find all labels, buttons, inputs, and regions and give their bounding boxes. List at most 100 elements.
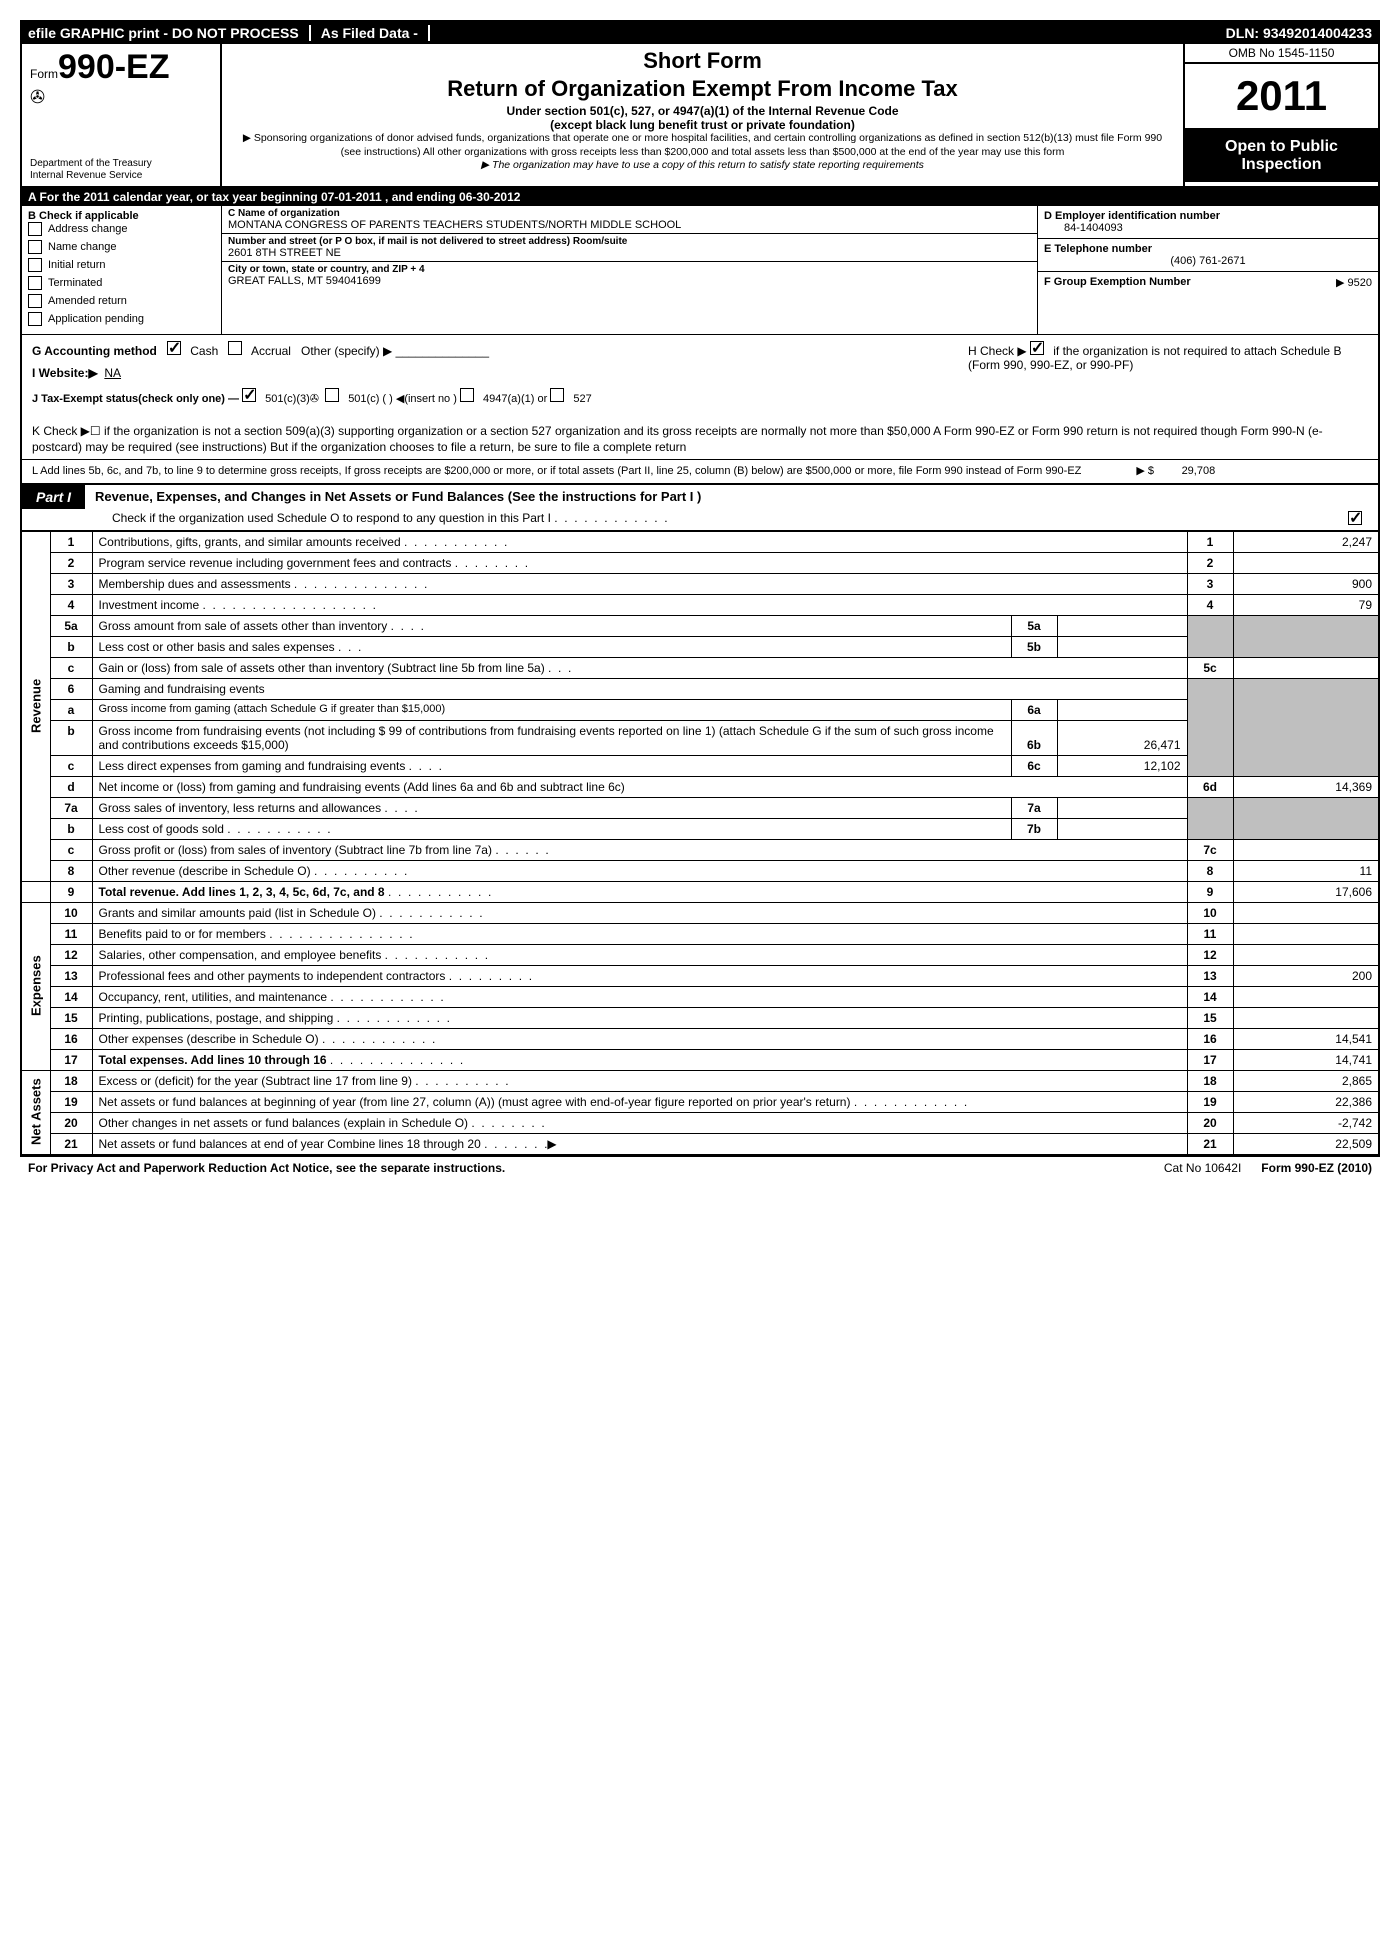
- form-990ez: efile GRAPHIC print - DO NOT PROCESS As …: [20, 20, 1380, 1157]
- asfiled-label: As Filed Data -: [309, 25, 430, 41]
- tax-year: 2011: [1185, 64, 1378, 130]
- amt-4: 79: [1233, 594, 1378, 615]
- header-mid: Short Form Return of Organization Exempt…: [222, 44, 1183, 186]
- form-prefix: Form: [30, 67, 58, 81]
- fine-print-2: ▶ The organization may have to use a cop…: [232, 159, 1173, 173]
- c-name-label: C Name of organization: [228, 208, 1031, 219]
- box-b-title: B Check if applicable: [28, 210, 215, 222]
- amt-13: 200: [1233, 965, 1378, 986]
- amt-19: 22,386: [1233, 1091, 1378, 1112]
- topbar-spacer: [430, 25, 1226, 41]
- header-row: Form990-EZ ✇ Department of the Treasury …: [22, 44, 1378, 188]
- sub-7a: [1057, 797, 1187, 818]
- part1-title: Revenue, Expenses, and Changes in Net As…: [85, 489, 701, 504]
- j-row: J Tax-Exempt status(check only one) — 50…: [32, 388, 968, 405]
- footer: For Privacy Act and Paperwork Reduction …: [20, 1157, 1380, 1179]
- amt-17: 14,741: [1233, 1049, 1378, 1070]
- chk-name-change[interactable]: [28, 240, 42, 254]
- amt-1: 2,247: [1233, 531, 1378, 552]
- e-tel-label: E Telephone number: [1044, 243, 1372, 255]
- dln-label: DLN: 93492014004233: [1226, 25, 1372, 41]
- h-row: H Check ▶ if the organization is not req…: [968, 341, 1368, 413]
- l-block: L Add lines 5b, 6c, and 7b, to line 9 to…: [22, 460, 1378, 484]
- c-city-value: GREAT FALLS, MT 594041699: [228, 275, 1031, 287]
- fine-print-1: ▶ Sponsoring organizations of donor advi…: [232, 132, 1173, 159]
- chk-cash[interactable]: [167, 341, 181, 355]
- e-tel-value: (406) 761-2671: [1044, 255, 1372, 267]
- subtitle-2: (except black lung benefit trust or priv…: [232, 118, 1173, 132]
- amt-11: [1233, 923, 1378, 944]
- g-row: G Accounting method Cash Accrual Other (…: [32, 341, 968, 358]
- efile-label: efile GRAPHIC print - DO NOT PROCESS: [28, 25, 309, 41]
- part1-header: Part I Revenue, Expenses, and Changes in…: [22, 485, 1378, 509]
- chk-501c3[interactable]: [242, 388, 256, 402]
- box-d-e-f: D Employer identification number 84-1404…: [1038, 206, 1378, 334]
- chk-address-change[interactable]: [28, 222, 42, 236]
- calendar-year-row: A For the 2011 calendar year, or tax yea…: [22, 188, 1378, 206]
- short-form-title: Short Form: [232, 48, 1173, 74]
- box-c: C Name of organization MONTANA CONGRESS …: [222, 206, 1038, 334]
- sub-5a: [1057, 615, 1187, 636]
- amt-20: -2,742: [1233, 1112, 1378, 1133]
- chk-application-pending[interactable]: [28, 312, 42, 326]
- main-title: Return of Organization Exempt From Incom…: [232, 76, 1173, 102]
- k-block: K Check ▶☐ if the organization is not a …: [22, 419, 1378, 460]
- sub-5b: [1057, 636, 1187, 657]
- footer-formref: Form 990-EZ (2010): [1261, 1161, 1372, 1175]
- revenue-side-label: Revenue: [22, 531, 50, 881]
- chk-527[interactable]: [550, 388, 564, 402]
- chk-amended-return[interactable]: [28, 294, 42, 308]
- amt-8: 11: [1233, 860, 1378, 881]
- chk-initial-return[interactable]: [28, 258, 42, 272]
- sub-6a: [1057, 699, 1187, 720]
- sub-7b: [1057, 818, 1187, 839]
- l-amount: 29,708: [1182, 465, 1216, 477]
- website-value: NA: [104, 366, 121, 380]
- amt-21: 22,509: [1233, 1133, 1378, 1154]
- sub-6c: 12,102: [1057, 755, 1187, 776]
- i-row: I Website:▶ NA: [32, 366, 968, 380]
- dept-treasury: Department of the Treasury: [30, 158, 212, 170]
- g-h-i-j-block: G Accounting method Cash Accrual Other (…: [22, 335, 1378, 419]
- amt-7c: [1233, 839, 1378, 860]
- amt-18: 2,865: [1233, 1070, 1378, 1091]
- part1-label: Part I: [22, 485, 85, 509]
- amt-16: 14,541: [1233, 1028, 1378, 1049]
- amt-12: [1233, 944, 1378, 965]
- header-right: OMB No 1545-1150 2011 Open to Public Ins…: [1183, 44, 1378, 186]
- footer-catno: Cat No 10642I: [1144, 1161, 1261, 1175]
- amt-14: [1233, 986, 1378, 1007]
- top-bar: efile GRAPHIC print - DO NOT PROCESS As …: [22, 22, 1378, 44]
- chk-not-required-schedule-b[interactable]: [1030, 341, 1044, 355]
- c-addr-label: Number and street (or P O box, if mail i…: [228, 236, 1031, 247]
- d-ein-label: D Employer identification number: [1044, 210, 1372, 222]
- expenses-side-label: Expenses: [22, 902, 50, 1070]
- c-name-value: MONTANA CONGRESS OF PARENTS TEACHERS STU…: [228, 219, 1031, 231]
- sub-6b: 26,471: [1057, 720, 1187, 755]
- chk-4947[interactable]: [460, 388, 474, 402]
- c-addr-value: 2601 8TH STREET NE: [228, 247, 1031, 259]
- amt-15: [1233, 1007, 1378, 1028]
- amt-9: 17,606: [1233, 881, 1378, 902]
- chk-501c[interactable]: [325, 388, 339, 402]
- f-group-value: ▶ 9520: [1336, 276, 1372, 289]
- f-group-label: F Group Exemption Number: [1044, 276, 1336, 289]
- form-number: 990-EZ: [58, 48, 170, 86]
- amt-6d: 14,369: [1233, 776, 1378, 797]
- dept-irs: Internal Revenue Service: [30, 170, 212, 182]
- chk-terminated[interactable]: [28, 276, 42, 290]
- subtitle-1: Under section 501(c), 527, or 4947(a)(1)…: [232, 104, 1173, 118]
- info-block: B Check if applicable Address change Nam…: [22, 206, 1378, 335]
- part1-table: Revenue 1 Contributions, gifts, grants, …: [22, 531, 1378, 1155]
- c-city-label: City or town, state or country, and ZIP …: [228, 264, 1031, 275]
- chk-schedule-o-part1[interactable]: [1348, 511, 1362, 525]
- omb-number: OMB No 1545-1150: [1185, 44, 1378, 64]
- open-public-inspection: Open to Public Inspection: [1185, 130, 1378, 182]
- amt-5c: [1233, 657, 1378, 678]
- chk-accrual[interactable]: [228, 341, 242, 355]
- netassets-side-label: Net Assets: [22, 1070, 50, 1154]
- amt-10: [1233, 902, 1378, 923]
- header-left: Form990-EZ ✇ Department of the Treasury …: [22, 44, 222, 186]
- box-b: B Check if applicable Address change Nam…: [22, 206, 222, 334]
- amt-3: 900: [1233, 573, 1378, 594]
